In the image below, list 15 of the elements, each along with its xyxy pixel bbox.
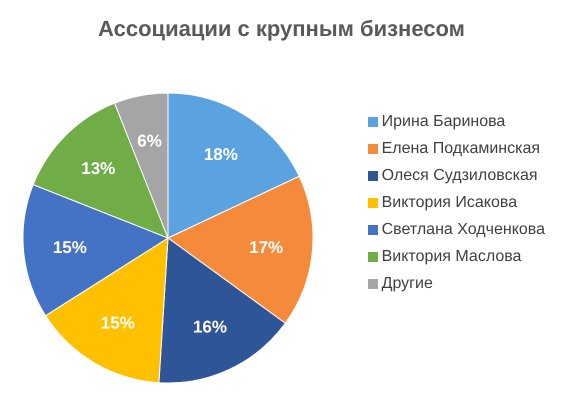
data-label: 6%	[137, 132, 162, 151]
legend-label: Олеся Судзиловская	[382, 167, 538, 184]
data-label: 18%	[204, 145, 238, 164]
legend-label: Другие	[382, 275, 433, 292]
chart-title: Ассоциации с крупным бизнесом	[97, 16, 466, 42]
legend-label: Ирина Баринова	[382, 113, 506, 130]
legend-label: Виктория Маслова	[382, 248, 522, 265]
data-label: 17%	[249, 238, 284, 257]
legend-label: Елена Подкаминская	[382, 140, 540, 157]
data-label: 16%	[192, 318, 227, 337]
data-label: 13%	[81, 158, 116, 178]
legend-label: Виктория Исакова	[382, 194, 518, 211]
data-label: 15%	[100, 313, 135, 332]
legend-label: Светлана Ходченкова	[382, 221, 545, 238]
data-label: 15%	[52, 238, 87, 257]
